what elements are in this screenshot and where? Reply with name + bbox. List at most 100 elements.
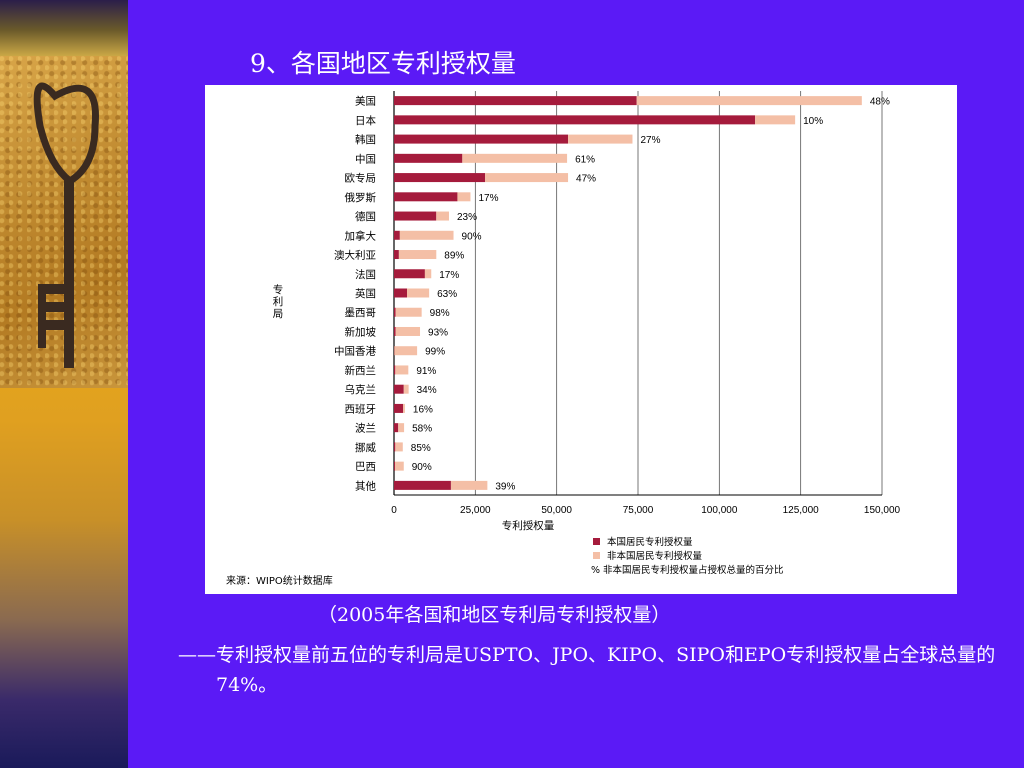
category-label: 欧专局 bbox=[345, 172, 377, 185]
percent-label: 48% bbox=[870, 97, 890, 108]
category-label: 乌克兰 bbox=[345, 383, 377, 396]
bar-resident bbox=[394, 250, 399, 260]
x-tick-label: 75,000 bbox=[623, 505, 654, 516]
category-label: 韩国 bbox=[355, 133, 376, 146]
category-label: 德国 bbox=[355, 210, 376, 223]
bar-nonresident bbox=[403, 403, 405, 413]
bar-nonresident bbox=[394, 461, 404, 471]
category-label: 西班牙 bbox=[345, 403, 377, 415]
x-tick-label: 50,000 bbox=[541, 505, 572, 516]
bar-nonresident bbox=[755, 115, 796, 125]
bar-resident bbox=[394, 442, 396, 452]
key-photo bbox=[0, 56, 128, 388]
percent-label: 90% bbox=[462, 231, 482, 242]
percent-label: 90% bbox=[412, 462, 432, 473]
bar-resident bbox=[394, 307, 396, 317]
legend-swatch-resident bbox=[593, 538, 600, 545]
category-label: 新西兰 bbox=[345, 364, 377, 377]
percent-label: 85% bbox=[411, 443, 431, 454]
bar-nonresident bbox=[436, 211, 449, 221]
category-label: 巴西 bbox=[355, 461, 376, 473]
percent-label: 91% bbox=[416, 366, 436, 377]
bar-resident bbox=[394, 269, 425, 279]
bar-nonresident bbox=[450, 480, 488, 490]
bar-nonresident bbox=[398, 423, 405, 433]
x-tick-label: 25,000 bbox=[460, 505, 491, 516]
percent-label: 93% bbox=[428, 327, 448, 338]
bar-nonresident bbox=[394, 346, 418, 356]
bar-resident bbox=[394, 115, 756, 125]
bar-resident bbox=[394, 403, 404, 413]
side-decoration-strip bbox=[0, 0, 128, 768]
percent-label: 23% bbox=[457, 212, 477, 223]
conclusion-text: ——专利授权量前五位的专利局是USPTO、JPO、KIPO、SIPO和EPO专利… bbox=[178, 644, 996, 696]
bar-nonresident bbox=[403, 384, 409, 394]
category-label: 墨西哥 bbox=[345, 307, 377, 319]
bar-nonresident bbox=[395, 442, 403, 452]
bar-nonresident bbox=[462, 153, 568, 163]
source-note: 来源：WIPO统计数据库 bbox=[226, 576, 333, 587]
category-label: 中国香港 bbox=[334, 345, 376, 358]
bar-resident bbox=[394, 192, 458, 202]
bar-resident bbox=[394, 288, 408, 298]
category-label: 其他 bbox=[355, 479, 376, 492]
category-label: 澳大利亚 bbox=[334, 249, 376, 262]
bar-resident bbox=[394, 211, 437, 221]
percent-label: 61% bbox=[575, 154, 595, 165]
key-icon bbox=[33, 82, 99, 368]
category-label: 新加坡 bbox=[345, 325, 377, 338]
bar-resident bbox=[394, 384, 404, 394]
bar-resident bbox=[394, 480, 451, 490]
bar-resident bbox=[394, 230, 400, 240]
percent-label: 34% bbox=[417, 385, 437, 396]
category-label: 美国 bbox=[355, 95, 376, 108]
bar-resident bbox=[394, 365, 396, 375]
percent-label: 98% bbox=[430, 308, 450, 319]
category-label: 俄罗斯 bbox=[345, 191, 377, 204]
bar-resident bbox=[394, 153, 463, 163]
bar-nonresident bbox=[395, 307, 422, 317]
category-label: 英国 bbox=[355, 287, 376, 300]
percent-label: 17% bbox=[478, 193, 498, 204]
legend-label-nonresident: 非本国居民专利授权量 bbox=[607, 550, 703, 562]
bar-resident bbox=[394, 423, 399, 433]
percent-label: 27% bbox=[640, 135, 660, 146]
bar-nonresident bbox=[395, 365, 409, 375]
category-label: 日本 bbox=[355, 114, 376, 127]
bar-nonresident bbox=[399, 230, 454, 240]
percent-label: 58% bbox=[412, 424, 432, 435]
percent-label: 99% bbox=[425, 347, 445, 358]
percent-label: 63% bbox=[437, 289, 457, 300]
x-tick-label: 0 bbox=[391, 505, 397, 516]
category-label: 波兰 bbox=[355, 422, 376, 435]
bar-nonresident bbox=[457, 192, 471, 202]
bar-resident bbox=[394, 326, 396, 336]
y-axis-title-char: 专 bbox=[273, 283, 284, 296]
percent-label: 47% bbox=[576, 174, 596, 185]
bar-nonresident bbox=[568, 134, 633, 144]
bar-nonresident bbox=[485, 173, 569, 183]
slide-title: 9、各国地区专利授权量 bbox=[250, 49, 516, 78]
bar-resident bbox=[394, 461, 395, 471]
percent-label: 17% bbox=[439, 270, 459, 281]
category-label: 法国 bbox=[355, 268, 376, 281]
y-axis-title-char: 利 bbox=[273, 296, 284, 308]
percent-label: 89% bbox=[444, 251, 464, 262]
percent-label: 10% bbox=[803, 116, 823, 127]
x-tick-label: 125,000 bbox=[783, 505, 820, 516]
legend-swatch-nonresident bbox=[593, 552, 600, 559]
category-label: 中国 bbox=[355, 152, 376, 165]
chart-caption: （2005年各国和地区专利局专利授权量） bbox=[318, 604, 671, 626]
x-axis-title: 专利授权量 bbox=[502, 519, 555, 532]
category-label: 加拿大 bbox=[345, 229, 377, 242]
bar-resident bbox=[394, 173, 486, 183]
bar-nonresident bbox=[636, 96, 862, 106]
x-tick-label: 150,000 bbox=[864, 505, 901, 516]
legend-label-percent: % 非本国居民专利授权量占授权总量的百分比 bbox=[591, 564, 784, 576]
bar-nonresident bbox=[398, 250, 437, 260]
category-label: 挪威 bbox=[355, 441, 376, 454]
bar-nonresident bbox=[407, 288, 430, 298]
percent-label: 16% bbox=[413, 404, 433, 415]
bar-resident bbox=[394, 134, 569, 144]
bar-nonresident bbox=[395, 326, 421, 336]
